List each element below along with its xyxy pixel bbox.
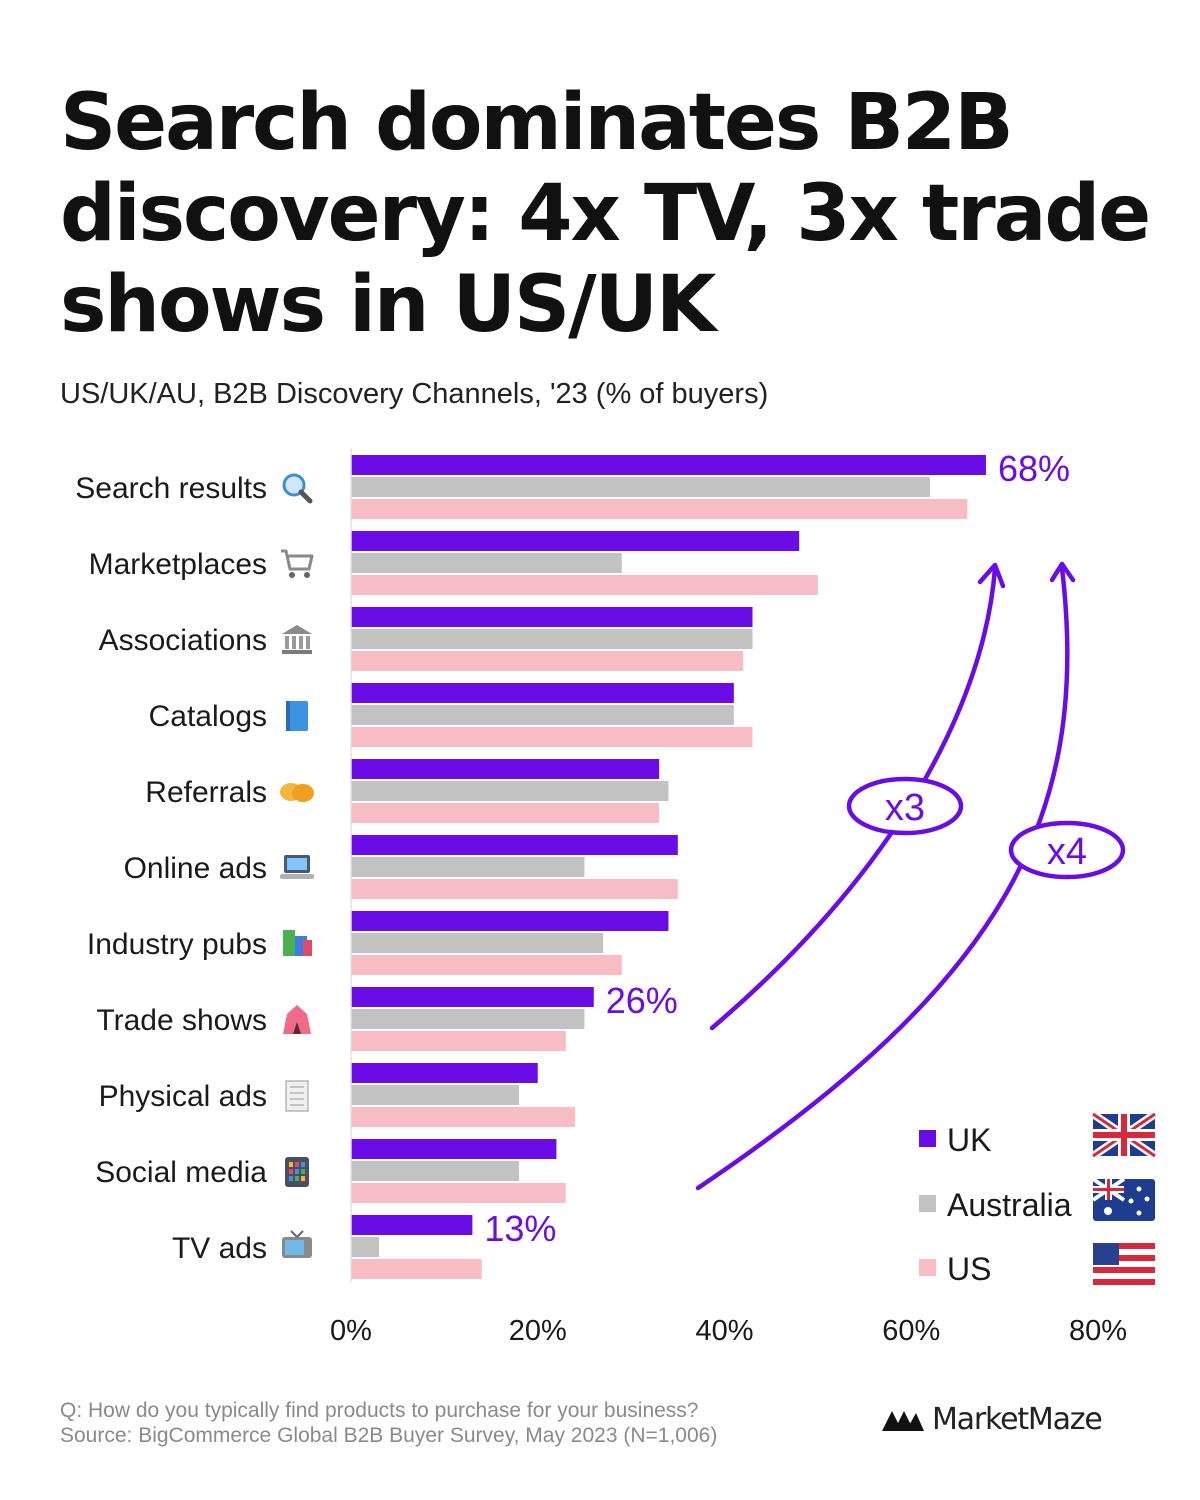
data-label: 68% xyxy=(998,448,1070,489)
books-icon xyxy=(283,930,312,956)
bar-physical-ads-australia xyxy=(351,1085,520,1105)
page-title: Search dominates B2B discovery: 4x TV, 3… xyxy=(60,78,1151,350)
bar-associations-uk xyxy=(351,607,753,627)
survey-question: Q: How do you typically find products to… xyxy=(60,1399,699,1422)
bar-social-media-us xyxy=(351,1183,566,1203)
source-note: Source: BigCommerce Global B2B Buyer Sur… xyxy=(60,1424,718,1447)
australia-flag-icon xyxy=(1091,1177,1155,1221)
bar-search-results-us xyxy=(351,499,968,519)
laptop-icon xyxy=(280,855,314,879)
data-label: 13% xyxy=(484,1208,556,1249)
category-label: Social media xyxy=(95,1156,267,1189)
x-tick-label: 40% xyxy=(695,1315,753,1347)
bar-industry-pubs-uk xyxy=(351,911,669,931)
category-label: Referrals xyxy=(145,776,267,809)
category-label: Search results xyxy=(75,472,267,505)
handshake-icon xyxy=(280,783,314,802)
bar-social-media-uk xyxy=(351,1139,557,1159)
bar-industry-pubs-australia xyxy=(351,933,604,953)
data-label: 26% xyxy=(606,980,678,1021)
category-label: Physical ads xyxy=(99,1080,267,1113)
footer-notes: Q: How do you typically find products to… xyxy=(60,1398,717,1448)
category-label: Industry pubs xyxy=(87,928,267,961)
uk-flag-icon xyxy=(1090,1110,1158,1160)
comparison-arrows: x3 x4 xyxy=(695,561,1126,1191)
annotation-x3-badge xyxy=(846,776,964,836)
bar-online-ads-us xyxy=(351,879,678,899)
bar-associations-us xyxy=(351,651,744,671)
bar-industry-pubs-us xyxy=(351,955,622,975)
marketmaze-logo-icon xyxy=(882,1410,924,1431)
bar-chart: Search results Marketplaces Associations Ca… xyxy=(75,448,1158,1347)
bar-trade-shows-us xyxy=(351,1031,566,1051)
bar-catalogs-uk xyxy=(351,683,734,703)
bar-referrals-us xyxy=(351,803,660,823)
annotation-x4: x4 xyxy=(1047,831,1087,873)
bar-tv-ads-australia xyxy=(351,1237,380,1257)
classical-building-icon xyxy=(282,625,312,654)
chart-subtitle: US/UK/AU, B2B Discovery Channels, '23 (%… xyxy=(60,378,769,410)
bar-social-media-australia xyxy=(351,1161,520,1181)
x-tick-label: 0% xyxy=(330,1315,372,1347)
legend-label: US xyxy=(947,1251,991,1287)
arrowhead-x4-icon xyxy=(1049,561,1076,583)
bar-trade-shows-australia xyxy=(351,1009,585,1029)
bar-online-ads-australia xyxy=(351,857,585,877)
bar-referrals-uk xyxy=(351,759,660,779)
category-label: Associations xyxy=(99,624,267,657)
bar-catalogs-australia xyxy=(351,705,734,725)
category-label: Marketplaces xyxy=(89,548,267,581)
category-label: Catalogs xyxy=(149,700,267,733)
bar-online-ads-uk xyxy=(351,835,678,855)
annotation-x4-badge xyxy=(1008,820,1126,880)
legend-swatch xyxy=(919,1130,936,1147)
x-tick-label: 20% xyxy=(509,1315,567,1347)
x-tick-label: 80% xyxy=(1069,1315,1127,1347)
annotation-x3: x3 xyxy=(885,787,925,829)
bar-tv-ads-us xyxy=(351,1259,482,1279)
bar-marketplaces-uk xyxy=(351,531,800,551)
legend-swatch xyxy=(919,1259,936,1276)
bar-catalogs-us xyxy=(351,727,753,747)
shopping-cart-icon xyxy=(281,549,314,578)
television-icon xyxy=(282,1230,312,1258)
arrowhead-x3-icon xyxy=(977,562,1006,589)
x-tick-label: 60% xyxy=(882,1315,940,1347)
bar-search-results-australia xyxy=(351,477,930,497)
magnifying-glass-icon xyxy=(282,473,313,504)
bar-marketplaces-australia xyxy=(351,553,622,573)
brand-name: MarketMaze xyxy=(932,1402,1103,1437)
bar-tv-ads-uk xyxy=(351,1215,473,1235)
legend-label: UK xyxy=(947,1122,991,1158)
arrow-x4 xyxy=(695,565,1070,1191)
circus-tent-icon xyxy=(283,1005,311,1034)
bar-search-results-uk xyxy=(351,455,986,475)
bar-physical-ads-us xyxy=(351,1107,576,1127)
calculator-icon xyxy=(285,1157,309,1187)
bar-trade-shows-uk xyxy=(351,987,594,1007)
legend: UK Australia US xyxy=(919,1110,1158,1287)
legend-swatch xyxy=(919,1195,936,1212)
category-label: Online ads xyxy=(124,852,267,885)
bar-associations-australia xyxy=(351,629,753,649)
blue-book-icon xyxy=(286,701,308,731)
bar-marketplaces-us xyxy=(351,575,818,595)
receipt-icon xyxy=(285,1080,309,1112)
us-flag-icon xyxy=(1093,1243,1155,1285)
legend-label: Australia xyxy=(947,1187,1072,1223)
category-label: Trade shows xyxy=(96,1004,267,1037)
category-label: TV ads xyxy=(172,1232,267,1265)
bar-physical-ads-uk xyxy=(351,1063,538,1083)
bar-referrals-australia xyxy=(351,781,669,801)
brand-logo: MarketMaze xyxy=(880,1402,1103,1437)
